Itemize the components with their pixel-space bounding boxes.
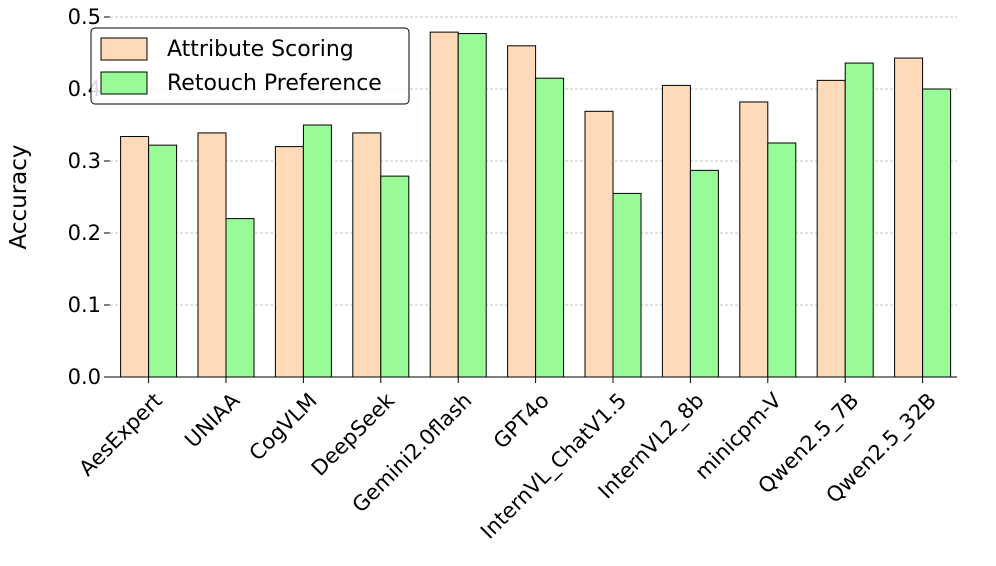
bar-attribute-scoring bbox=[274, 146, 304, 378]
bar-attribute-scoring bbox=[120, 136, 150, 378]
bar-attribute-scoring bbox=[429, 31, 459, 378]
bar-attribute-scoring bbox=[507, 45, 537, 378]
bar-retouch-preference bbox=[302, 124, 332, 378]
legend-label-retouch-preference: Retouch Preference bbox=[167, 71, 382, 96]
bar-attribute-scoring bbox=[197, 132, 227, 378]
y-tick-label: 0.1 bbox=[68, 293, 101, 317]
y-tick-label: 0.3 bbox=[68, 149, 101, 173]
bar-attribute-scoring bbox=[352, 132, 382, 378]
bar-attribute-scoring bbox=[584, 110, 614, 378]
bar-retouch-preference bbox=[225, 218, 255, 378]
bar-attribute-scoring bbox=[739, 101, 769, 378]
bar-retouch-preference bbox=[148, 144, 178, 378]
bar-attribute-scoring bbox=[894, 57, 924, 378]
x-tick-label: UNIAA bbox=[180, 388, 245, 453]
legend-frame bbox=[90, 27, 410, 105]
x-tick-label: CogVLM bbox=[245, 388, 322, 465]
bar-attribute-scoring bbox=[661, 84, 691, 378]
y-tick-label: 0.2 bbox=[68, 221, 101, 245]
bar-retouch-preference bbox=[612, 192, 642, 378]
legend-swatch-retouch-preference bbox=[100, 71, 148, 95]
y-tick-label: 0.0 bbox=[68, 365, 101, 389]
x-tick-label: AesExpert bbox=[74, 388, 166, 480]
bar-retouch-preference bbox=[922, 88, 952, 378]
y-axis-label: Accuracy bbox=[6, 144, 32, 249]
x-axis-ticks: AesExpert UNIAA CogVLMDeepSeekGemini2.0fla… bbox=[74, 377, 942, 544]
bar-attribute-scoring bbox=[816, 79, 846, 378]
bar-retouch-preference bbox=[844, 62, 874, 378]
x-tick-label: GPT4o bbox=[489, 388, 554, 453]
x-tick-label: InternVL_ChatV1.5 bbox=[476, 388, 632, 544]
y-tick-label: 0.5 bbox=[68, 5, 101, 29]
bar-retouch-preference bbox=[457, 33, 487, 378]
bar-retouch-preference bbox=[689, 169, 719, 378]
legend-label-attribute-scoring: Attribute Scoring bbox=[167, 37, 354, 62]
legend: Attribute Scoring Retouch Preference bbox=[90, 27, 410, 105]
bar-retouch-preference bbox=[535, 77, 565, 378]
legend-swatch-attribute-scoring bbox=[100, 37, 148, 61]
bars bbox=[120, 31, 952, 378]
bar-retouch-preference bbox=[767, 142, 797, 378]
bar-retouch-preference bbox=[380, 175, 410, 378]
